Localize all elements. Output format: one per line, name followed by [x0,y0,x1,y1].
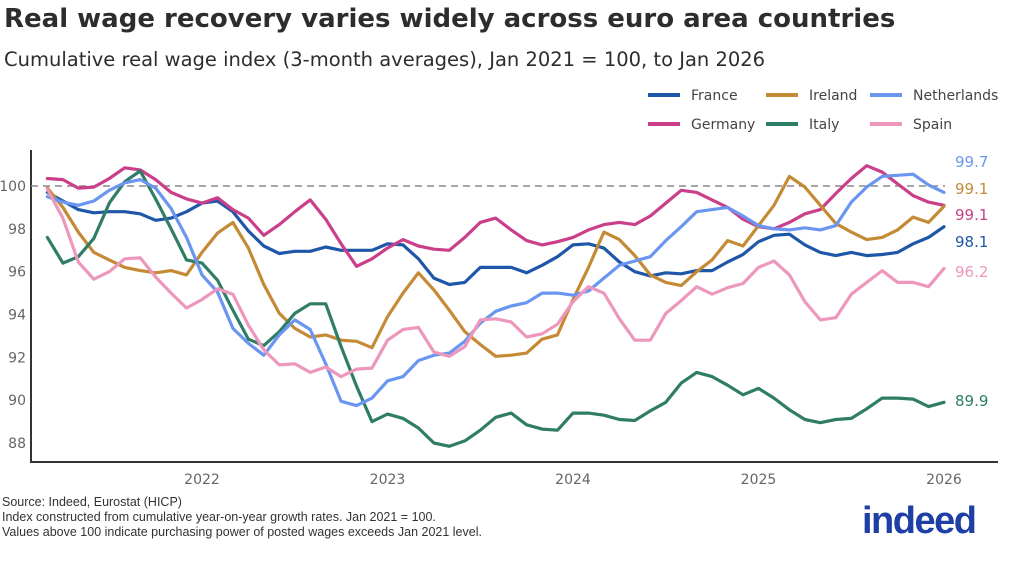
y-tick-label: 88 [8,436,26,452]
footer: Source: Indeed, Eurostat (HICP) Index co… [2,495,482,540]
legend-label-france: France [691,88,738,104]
legend-label-spain: Spain [913,117,952,133]
legend-label-italy: Italy [809,117,839,133]
series-line-spain [45,187,946,379]
y-tick-label: 90 [8,393,26,409]
x-tick-label: 2022 [184,472,220,488]
y-tick-label: 98 [8,222,26,238]
source-note: Source: Indeed, Eurostat (HICP) [2,495,182,509]
series-lines [45,164,946,448]
end-label-ireland: 99.1 [955,180,988,198]
legend: France Ireland Netherlands Germany Italy Spai… [648,88,998,133]
end-label-france: 98.1 [955,233,988,251]
x-tick-label: 2024 [555,472,591,488]
chart-title: Real wage recovery varies widely across … [4,4,896,34]
end-label-germany: 99.1 [955,206,988,224]
legend-label-ireland: Ireland [809,88,857,104]
method-note: Index constructed from cumulative year-o… [2,510,436,524]
legend-label-germany: Germany [691,117,755,133]
series-line-germany [45,164,946,268]
series-line-netherlands [45,172,946,408]
end-label-netherlands: 99.7 [955,153,988,171]
chart-subtitle: Cumulative real wage index (3-month aver… [4,48,766,71]
end-labels: 98.1 99.1 99.1 89.9 99.7 96.2 [955,153,988,410]
y-tick-label: 94 [8,308,26,324]
y-tick-label: 92 [8,350,26,366]
x-tick-label: 2026 [926,472,962,488]
end-label-italy: 89.9 [955,392,988,410]
x-tick-label: 2023 [370,472,406,488]
indeed-logo: indeed [862,500,977,542]
legend-label-netherlands: Netherlands [913,88,998,104]
y-tick-label: 96 [8,265,26,281]
interpretation-note: Values above 100 indicate purchasing pow… [2,525,482,539]
y-tick-label: 100 [0,179,26,195]
axes: 88 90 92 94 96 98 100 2022 2023 2024 2025 2026 [0,150,998,488]
end-label-spain: 96.2 [955,263,988,281]
x-tick-label: 2025 [741,472,777,488]
series-line-france [45,190,946,287]
